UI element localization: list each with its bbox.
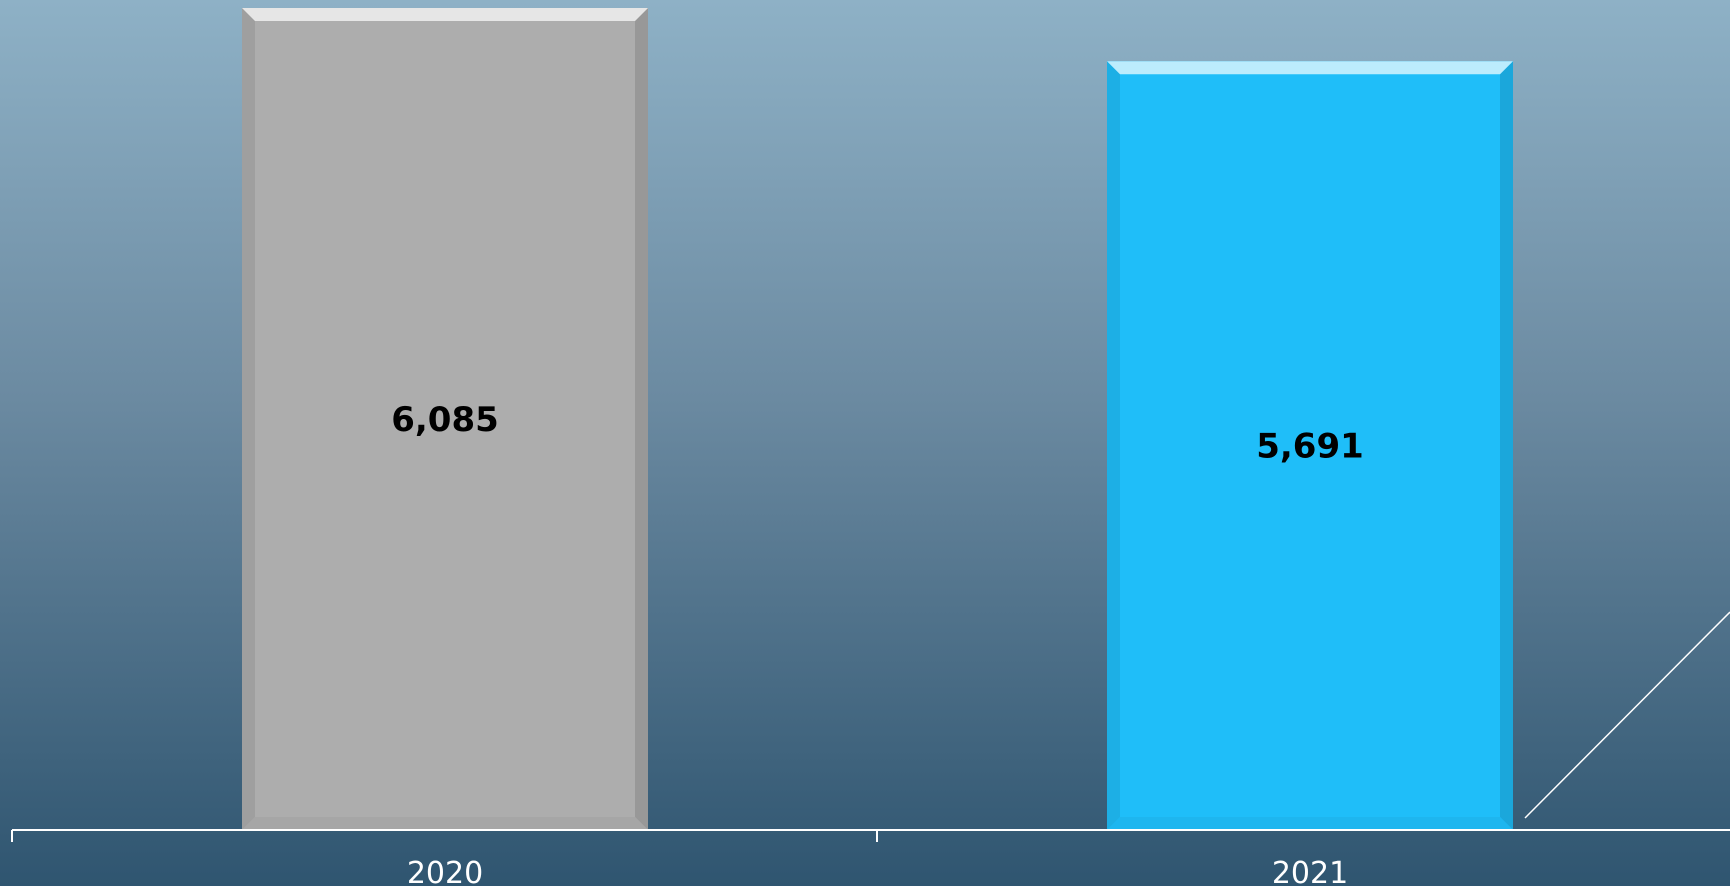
bar-value-label: 6,085 <box>391 400 499 440</box>
x-tick-label: 2021 <box>1272 856 1348 886</box>
bar-bevel-bottom <box>1107 817 1513 830</box>
x-tick-label: 2020 <box>407 856 483 886</box>
x-axis <box>11 829 1730 842</box>
bar-value-label: 5,691 <box>1256 427 1364 467</box>
bar-face <box>242 8 648 830</box>
bar-bevel-top <box>1107 61 1513 75</box>
bars-group: 6,085 5,691 <box>242 8 1513 830</box>
bar-2020: 6,085 <box>242 8 648 830</box>
bar-2021: 5,691 <box>1107 61 1513 830</box>
decorative-diagonal-line <box>1524 611 1730 819</box>
bar-bevel-bottom <box>242 817 648 830</box>
bar-face <box>1107 61 1513 830</box>
x-tick-labels: 2020 2021 <box>407 856 1348 886</box>
bar-bevel-left <box>1107 61 1120 830</box>
bar-bevel-top <box>242 8 648 21</box>
bar-bevel-right <box>1500 61 1513 830</box>
bar-bevel-right <box>635 8 648 830</box>
bar-bevel-left <box>242 8 255 830</box>
